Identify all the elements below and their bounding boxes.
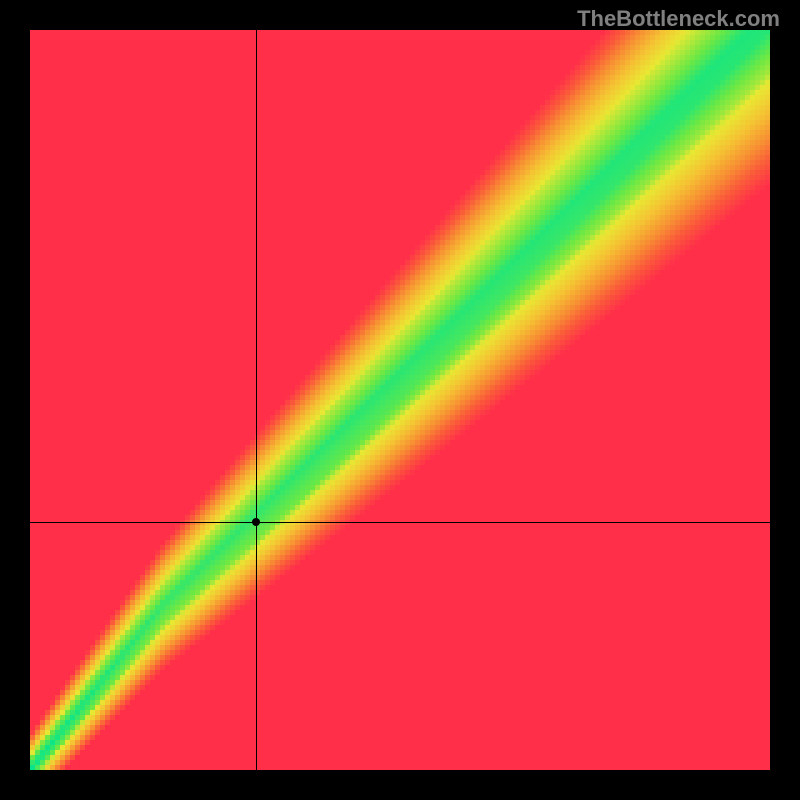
crosshair-horizontal bbox=[30, 522, 770, 523]
heatmap-canvas bbox=[30, 30, 770, 770]
watermark-text: TheBottleneck.com bbox=[577, 6, 780, 32]
selection-marker-dot bbox=[252, 518, 260, 526]
bottleneck-heatmap-plot bbox=[30, 30, 770, 770]
crosshair-vertical bbox=[256, 30, 257, 770]
